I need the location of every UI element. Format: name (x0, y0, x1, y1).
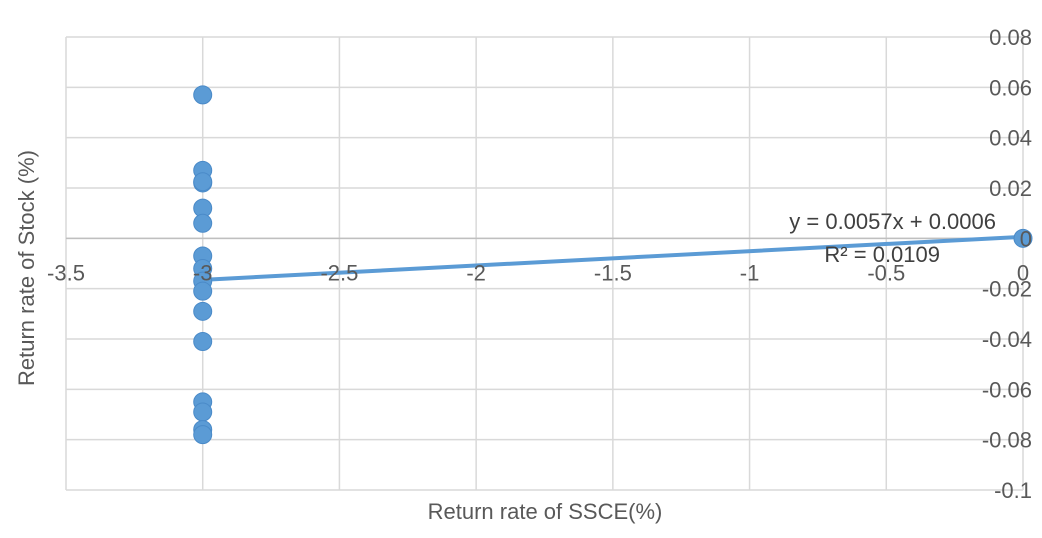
y-tick-label: -0.04 (982, 327, 1032, 352)
x-tick-label: -2 (466, 260, 486, 285)
y-axis-tick-labels: 0.080.060.040.020-0.02-0.04-0.06-0.08-0.… (982, 25, 1032, 503)
data-point (193, 332, 213, 352)
trendline (200, 234, 1025, 282)
x-tick-label: -3.5 (47, 260, 85, 285)
x-tick-label: -0.5 (867, 260, 905, 285)
y-tick-label: -0.06 (982, 377, 1032, 402)
data-points (193, 85, 1033, 445)
data-point (193, 425, 213, 445)
trendline-group (200, 234, 1025, 282)
y-tick-label: -0.02 (982, 277, 1032, 302)
x-axis-tick-labels: -3.5 -3 -2.5 -2 -1.5 -1 -0.5 0 (47, 260, 1029, 285)
x-tick-label: -1.5 (594, 260, 632, 285)
y-tick-label: 0.08 (989, 25, 1032, 50)
x-tick-label: 0 (1017, 260, 1029, 285)
x-tick-label: -2.5 (320, 260, 358, 285)
data-point (1013, 228, 1033, 248)
y-tick-label: 0 (1020, 226, 1032, 251)
data-point (193, 402, 213, 422)
x-axis-title: Return rate of SSCE(%) (428, 499, 663, 524)
x-tick-label: -1 (740, 260, 760, 285)
data-point (193, 213, 213, 233)
y-axis-title: Return rate of Stock (%) (14, 150, 39, 386)
data-point (193, 172, 213, 192)
y-tick-label: 0.04 (989, 126, 1032, 151)
data-point (193, 281, 213, 301)
y-tick-label: -0.08 (982, 428, 1032, 453)
trendline-r-squared: R² = 0.0109 (824, 242, 940, 267)
trendline-equation: y = 0.0057x + 0.0006 (789, 209, 996, 234)
data-point (193, 301, 213, 321)
y-tick-label: 0.06 (989, 75, 1032, 100)
y-tick-label: 0.02 (989, 176, 1032, 201)
y-tick-label: -0.1 (994, 478, 1032, 503)
data-point (193, 85, 213, 105)
x-tick-label: -3 (193, 260, 213, 285)
